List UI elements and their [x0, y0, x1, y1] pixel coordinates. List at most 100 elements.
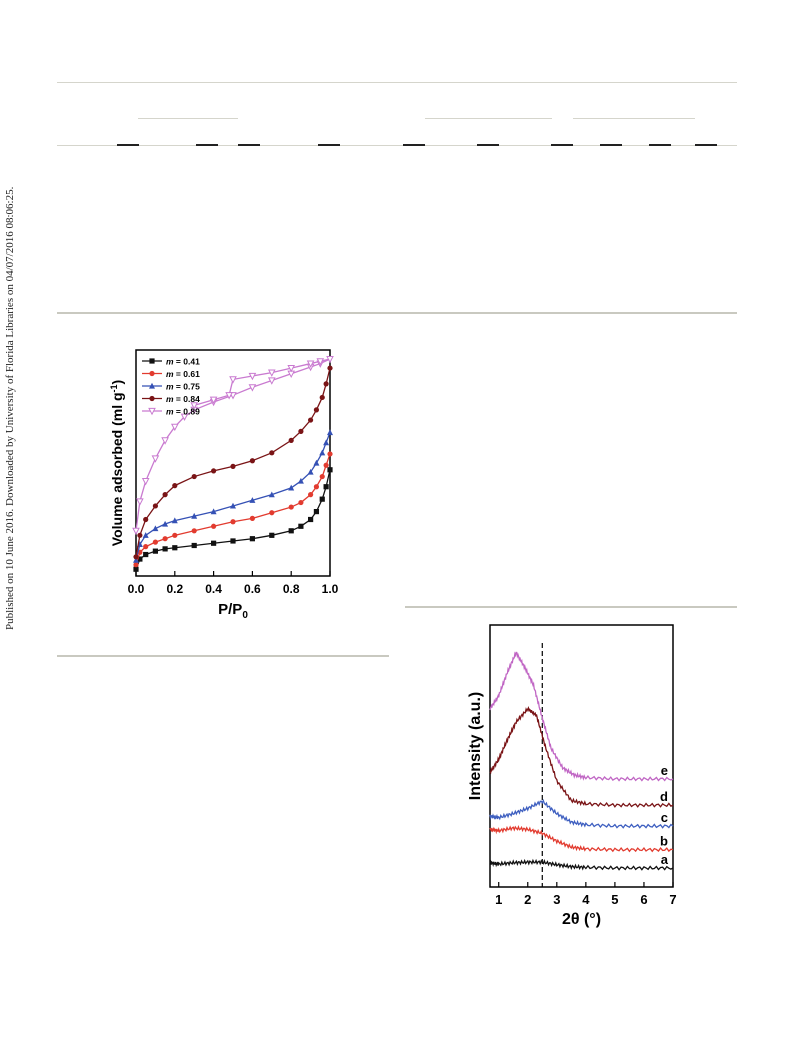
series-1: m = 0.41: [133, 357, 333, 572]
data-point: [133, 556, 139, 563]
data-point: [298, 523, 304, 529]
table-bottom-rule: [57, 312, 737, 314]
table-header-tick: [117, 144, 139, 146]
x-axis-label: 2θ (°): [562, 911, 601, 928]
data-point: [249, 458, 255, 464]
data-point: [306, 360, 315, 368]
series-label: a: [661, 852, 669, 867]
data-point: [229, 376, 237, 384]
xrd-series-d: d: [489, 706, 674, 808]
data-point: [152, 503, 158, 509]
data-point: [327, 365, 333, 371]
data-point: [151, 455, 160, 463]
data-point: [152, 525, 159, 532]
xrd-line: [489, 858, 674, 871]
data-point: [133, 562, 139, 568]
data-point: [230, 519, 236, 525]
series-4: m = 0.84: [133, 365, 333, 560]
table-header-tick: [695, 144, 717, 146]
data-point: [327, 429, 333, 436]
xrd-line: [489, 651, 674, 782]
data-point: [319, 394, 325, 401]
x-tick-label: 0.6: [244, 582, 261, 596]
data-point: [230, 538, 236, 544]
data-point: [267, 377, 276, 385]
data-point: [269, 450, 275, 456]
data-point: [288, 528, 294, 534]
data-point: [211, 540, 217, 546]
x-tick-label: 5: [611, 892, 618, 907]
table-header-tick: [551, 144, 573, 146]
data-point: [319, 449, 326, 456]
data-point: [191, 542, 197, 549]
data-point: [141, 477, 150, 486]
data-point: [137, 532, 143, 538]
table-header-tick: [649, 144, 671, 146]
xrd-series-e: e: [489, 651, 674, 782]
data-point: [313, 407, 320, 413]
data-point: [319, 496, 325, 502]
data-point: [269, 510, 275, 516]
figure-separator-rule: [405, 606, 737, 608]
data-point: [136, 498, 144, 506]
data-point: [161, 437, 169, 445]
table-header-tick: [403, 144, 425, 146]
series-label: b: [660, 834, 668, 849]
data-point: [297, 477, 304, 484]
data-point: [143, 544, 149, 550]
data-point: [323, 462, 329, 468]
legend-label: m = 0.75: [166, 382, 200, 392]
x-tick-label: 2: [524, 892, 531, 907]
data-point: [319, 473, 325, 480]
data-point: [298, 499, 304, 506]
series-3: m = 0.75: [133, 382, 333, 563]
data-point: [225, 392, 233, 400]
data-point: [170, 423, 179, 432]
xrd-series-a: a: [489, 852, 674, 871]
data-point: [308, 417, 314, 423]
data-point: [307, 468, 314, 475]
data-point: [162, 546, 168, 552]
data-point: [230, 463, 236, 469]
data-point: [148, 407, 156, 416]
data-point: [211, 523, 217, 529]
data-point: [267, 369, 276, 377]
series-5: m = 0.89: [132, 355, 334, 536]
data-point: [171, 517, 178, 524]
data-point: [162, 492, 168, 498]
plot-frame: [135, 349, 331, 577]
data-point: [308, 492, 314, 498]
legend-label: m = 0.61: [166, 369, 200, 379]
data-point: [323, 484, 329, 490]
xrd-line: [489, 706, 674, 808]
data-point: [133, 554, 139, 560]
x-tick-label: 0.0: [128, 582, 145, 596]
xrd-series-c: c: [489, 798, 674, 829]
data-point: [149, 382, 155, 389]
table-header-tick: [477, 144, 499, 146]
data-point: [149, 370, 155, 377]
data-point: [142, 532, 149, 538]
data-point: [191, 473, 197, 480]
isotherm-figure: 0.0 0.2 0.4 0.6 0.8 1.0 P/P0 Volume adsorbed (m…: [109, 349, 339, 621]
x-tick-label: 0.8: [283, 582, 300, 596]
data-point: [143, 516, 149, 523]
data-point: [190, 402, 199, 410]
data-point: [210, 508, 217, 515]
figure-caption-rule: [57, 655, 389, 657]
table-header-tick: [318, 144, 340, 146]
table-header-subrule: [425, 118, 552, 119]
data-point: [298, 428, 304, 434]
data-point: [327, 467, 333, 473]
data-point: [180, 413, 189, 421]
table-header-subrule: [138, 118, 238, 119]
y-axis-label: Volume adsorbed (ml g-1): [109, 380, 125, 546]
series-2: m = 0.61: [133, 369, 333, 568]
table-header-tick: [196, 144, 218, 146]
data-point: [313, 459, 320, 466]
data-point: [287, 364, 296, 373]
series-label: c: [661, 810, 668, 825]
data-point: [313, 484, 320, 490]
data-point: [288, 437, 294, 443]
